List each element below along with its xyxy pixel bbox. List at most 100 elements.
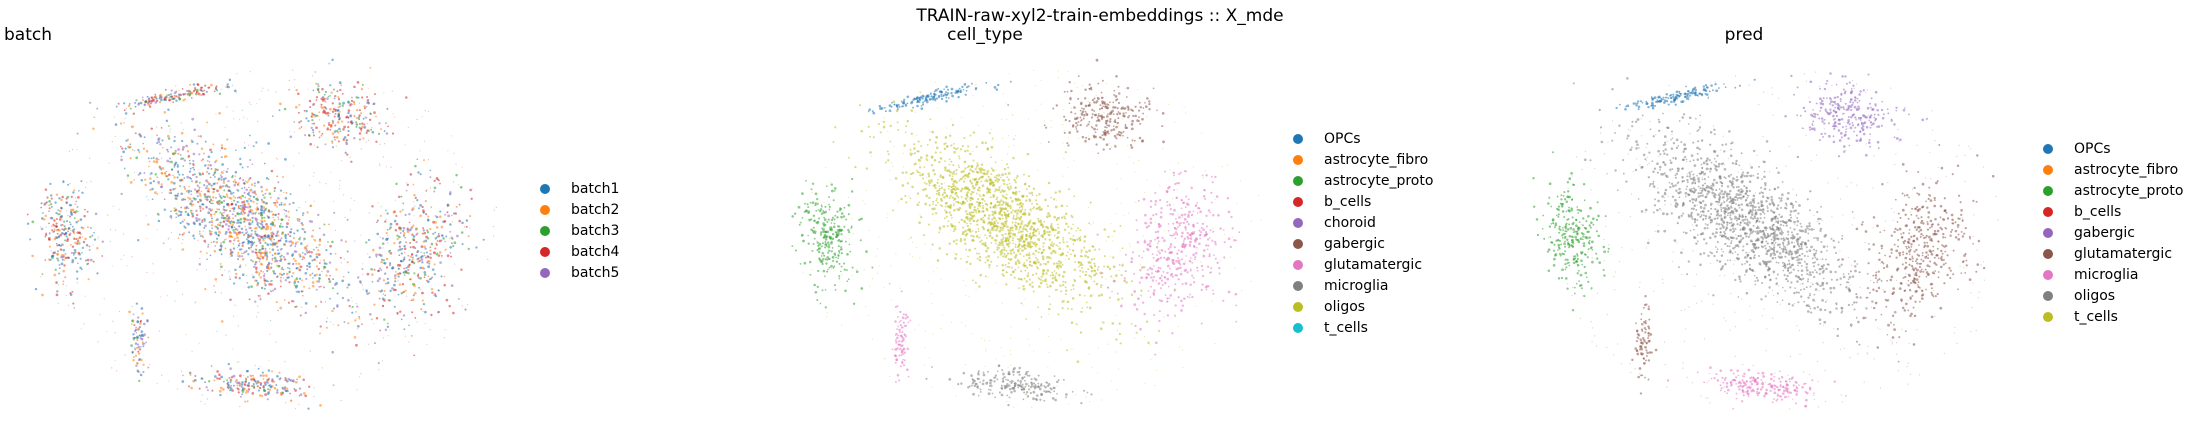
scatter-point bbox=[1088, 222, 1091, 225]
scatter-point bbox=[320, 134, 323, 137]
scatter-point bbox=[1039, 281, 1043, 285]
scatter-point bbox=[251, 236, 255, 239]
scatter-point bbox=[1116, 188, 1118, 190]
scatter-point bbox=[1000, 242, 1003, 245]
scatter-point bbox=[1057, 262, 1060, 265]
scatter-point bbox=[88, 245, 91, 248]
scatter-point bbox=[1008, 265, 1011, 269]
scatter-point bbox=[194, 92, 198, 96]
scatter-point bbox=[126, 265, 128, 267]
scatter-point bbox=[1101, 276, 1104, 279]
scatter-point bbox=[242, 241, 245, 244]
scatter-point bbox=[74, 256, 77, 260]
scatter-point bbox=[1071, 238, 1074, 241]
scatter-point bbox=[1028, 260, 1032, 264]
scatter-point bbox=[195, 219, 199, 223]
scatter-point bbox=[148, 160, 151, 163]
scatter-point bbox=[315, 273, 318, 276]
scatter-point bbox=[141, 99, 145, 102]
scatter-point bbox=[306, 251, 309, 254]
scatter-point bbox=[261, 257, 265, 260]
scatter-point bbox=[132, 313, 135, 316]
scatter-point bbox=[458, 203, 461, 206]
scatter-point bbox=[231, 213, 234, 216]
scatter-point bbox=[429, 329, 431, 331]
scatter-point bbox=[230, 254, 233, 257]
scatter-point bbox=[988, 132, 991, 135]
scatter-point bbox=[407, 126, 409, 129]
scatter-point bbox=[982, 204, 984, 207]
scatter-point bbox=[338, 118, 340, 121]
scatter-point bbox=[436, 251, 438, 253]
scatter-point bbox=[144, 183, 147, 187]
scatter-point bbox=[393, 241, 396, 245]
scatter-point bbox=[884, 358, 886, 360]
scatter-point bbox=[887, 159, 890, 162]
scatter-point bbox=[331, 146, 335, 149]
scatter-point bbox=[860, 129, 864, 133]
scatter-point bbox=[984, 275, 987, 278]
scatter-point bbox=[239, 185, 241, 187]
scatter-point bbox=[289, 193, 292, 196]
scatter-point bbox=[182, 374, 184, 377]
scatter-point bbox=[396, 238, 399, 241]
scatter-point bbox=[289, 379, 293, 382]
scatter-point bbox=[134, 347, 136, 350]
scatter-point bbox=[1038, 247, 1041, 251]
scatter-point bbox=[471, 188, 473, 190]
scatter-point bbox=[55, 236, 59, 240]
scatter-point bbox=[1055, 244, 1058, 247]
scatter-point bbox=[1085, 301, 1088, 304]
scatter-point bbox=[959, 177, 962, 181]
scatter-point bbox=[978, 259, 982, 262]
scatter-point bbox=[1009, 364, 1011, 366]
scatter-point bbox=[220, 320, 224, 323]
scatter-point bbox=[1192, 166, 1195, 168]
scatter-point bbox=[1239, 180, 1241, 182]
scatter-point bbox=[962, 226, 964, 229]
scatter-point bbox=[1044, 225, 1047, 228]
scatter-point bbox=[328, 261, 332, 264]
scatter-point bbox=[73, 217, 76, 220]
scatter-point bbox=[169, 128, 171, 130]
scatter-point bbox=[192, 234, 195, 238]
scatter-point bbox=[117, 102, 120, 105]
scatter-point bbox=[1177, 325, 1179, 328]
scatter-point bbox=[1062, 300, 1065, 303]
scatter-point bbox=[70, 243, 72, 246]
scatter-point bbox=[68, 203, 72, 207]
scatter-point bbox=[264, 227, 268, 231]
scatter-point bbox=[966, 149, 969, 152]
scatter-point bbox=[185, 189, 189, 193]
scatter-point bbox=[1008, 134, 1010, 137]
scatter-point bbox=[377, 289, 381, 293]
scatter-point bbox=[928, 181, 932, 185]
scatter-point bbox=[1020, 270, 1023, 273]
scatter-point bbox=[982, 216, 985, 219]
scatter-point bbox=[869, 285, 871, 287]
scatter-point bbox=[68, 150, 70, 152]
scatter-point bbox=[339, 88, 342, 92]
scatter-point bbox=[219, 195, 222, 198]
scatter-point bbox=[258, 294, 261, 297]
scatter-point bbox=[952, 240, 956, 243]
scatter-point bbox=[1023, 262, 1026, 264]
scatter-point bbox=[925, 157, 928, 160]
scatter-point bbox=[317, 89, 320, 92]
scatter-point bbox=[286, 379, 289, 383]
scatter-point bbox=[241, 187, 243, 190]
scatter-point bbox=[437, 179, 440, 182]
scatter-point bbox=[851, 274, 853, 276]
scatter-point bbox=[304, 271, 308, 275]
scatter-point bbox=[185, 144, 188, 148]
scatter-point bbox=[188, 170, 192, 173]
scatter-point bbox=[203, 184, 206, 187]
scatter-point bbox=[890, 299, 893, 301]
scatter-point bbox=[952, 170, 955, 173]
scatter-point bbox=[416, 199, 419, 202]
scatter-point bbox=[259, 211, 263, 215]
scatter-point bbox=[176, 165, 180, 168]
scatter-point bbox=[186, 89, 189, 93]
scatter-point bbox=[298, 268, 302, 272]
scatter-point bbox=[993, 225, 995, 227]
